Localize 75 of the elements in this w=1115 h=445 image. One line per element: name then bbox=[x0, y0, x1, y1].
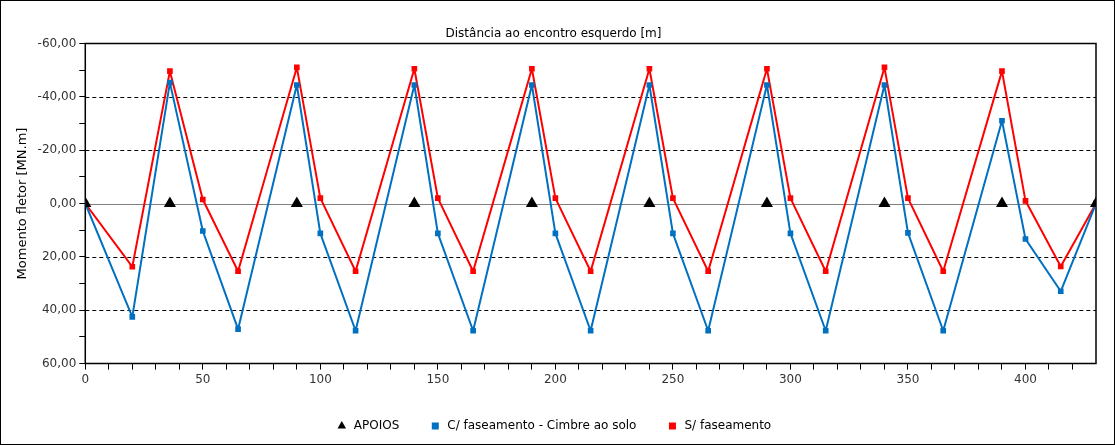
point bbox=[294, 64, 300, 71]
point bbox=[529, 82, 535, 88]
point bbox=[352, 268, 359, 275]
point bbox=[470, 268, 476, 275]
y-tick-label: -20,00 bbox=[37, 142, 77, 157]
point bbox=[235, 326, 241, 333]
legend-label: C/ faseamento - Cimbre ao solo bbox=[447, 418, 637, 433]
x-tick-label: 200 bbox=[543, 371, 567, 386]
point bbox=[646, 65, 653, 72]
point bbox=[643, 196, 656, 207]
point bbox=[905, 230, 911, 236]
point bbox=[199, 228, 206, 234]
legend-label: APOIOS bbox=[353, 418, 400, 433]
point bbox=[235, 268, 241, 275]
point bbox=[470, 327, 476, 334]
point bbox=[764, 65, 770, 72]
x-tick-label: 350 bbox=[896, 371, 920, 386]
point bbox=[1057, 288, 1064, 295]
point bbox=[646, 82, 653, 88]
point bbox=[317, 195, 324, 201]
x-tick-label: 400 bbox=[1014, 371, 1037, 386]
point bbox=[352, 327, 359, 334]
point bbox=[294, 82, 300, 88]
point bbox=[940, 268, 947, 275]
point bbox=[995, 196, 1009, 207]
point bbox=[905, 195, 911, 201]
point bbox=[670, 195, 676, 201]
point bbox=[705, 327, 711, 334]
point bbox=[411, 65, 418, 72]
y-axis-title: Momento fletor [MN.m] bbox=[14, 127, 30, 280]
point bbox=[787, 195, 794, 201]
point bbox=[1057, 263, 1064, 270]
point bbox=[999, 68, 1005, 74]
point bbox=[881, 82, 888, 88]
x-tick-label: 250 bbox=[661, 371, 685, 386]
point bbox=[940, 327, 947, 334]
point bbox=[587, 268, 594, 275]
x-tick-label: 50 bbox=[195, 371, 211, 386]
y-tick-label: -40,00 bbox=[37, 88, 77, 103]
point bbox=[822, 327, 829, 334]
point bbox=[878, 196, 891, 207]
point bbox=[705, 268, 711, 275]
x-tick-label: 300 bbox=[778, 371, 802, 386]
point bbox=[1022, 236, 1029, 242]
point bbox=[408, 196, 421, 207]
legend-label: S/ faseamento bbox=[684, 418, 772, 433]
y-tick-label: 20,00 bbox=[41, 248, 77, 263]
point bbox=[290, 196, 303, 207]
point bbox=[435, 230, 441, 237]
x-axis-title: Distância ao encontro esquerdo [m] bbox=[445, 26, 662, 41]
point bbox=[670, 230, 676, 237]
point bbox=[999, 117, 1005, 124]
point bbox=[411, 82, 418, 88]
point bbox=[525, 196, 538, 207]
point bbox=[129, 263, 136, 270]
point bbox=[1022, 198, 1029, 204]
point bbox=[764, 82, 770, 88]
point bbox=[199, 196, 206, 203]
point bbox=[529, 65, 535, 72]
point bbox=[163, 196, 176, 207]
point bbox=[167, 68, 173, 74]
x-tick-label: 150 bbox=[426, 371, 450, 386]
y-tick-label: 0,00 bbox=[49, 195, 77, 210]
point bbox=[167, 79, 173, 86]
point bbox=[129, 314, 136, 320]
y-tick-label: -60,00 bbox=[37, 35, 77, 50]
x-tick-label: 100 bbox=[308, 371, 332, 386]
x-tick-label: 0 bbox=[81, 371, 90, 386]
point bbox=[435, 195, 441, 201]
y-tick-label: 40,00 bbox=[41, 302, 77, 317]
point bbox=[760, 196, 773, 207]
point bbox=[822, 268, 829, 275]
point bbox=[552, 195, 559, 201]
point bbox=[587, 327, 594, 334]
y-tick-label: 60,00 bbox=[41, 355, 77, 370]
